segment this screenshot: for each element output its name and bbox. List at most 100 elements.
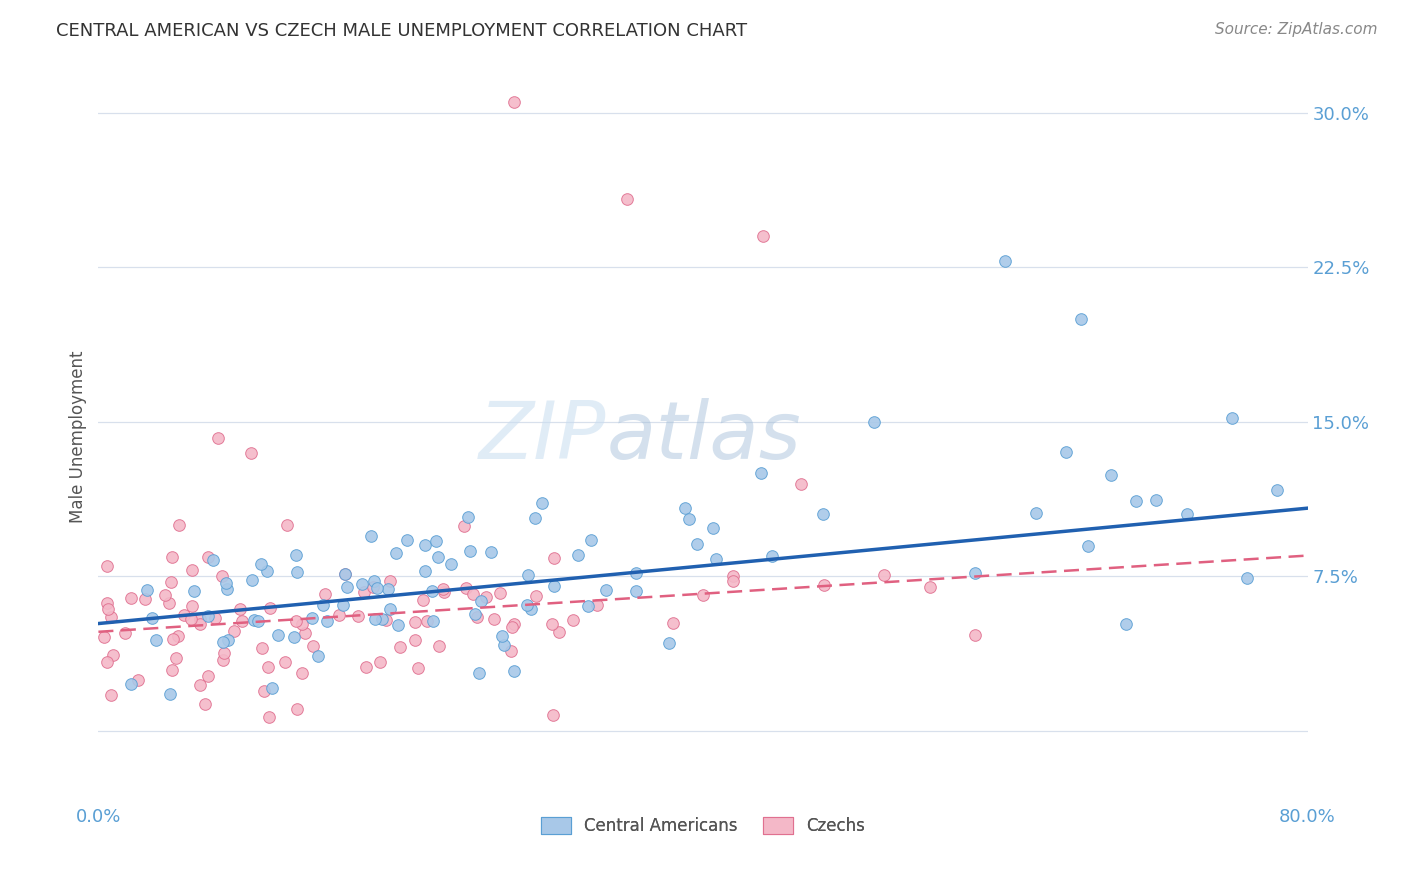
Point [415,538,437,552]
Point [353,584,375,599]
Point [166,629,188,643]
Point [96,596,118,610]
Point [120,591,142,606]
Point [283,630,305,644]
Point [160,664,183,678]
Point [120,677,142,691]
Point [704,552,727,566]
Point [658,636,681,650]
Legend: Central Americans, Czechs: Central Americans, Czechs [534,811,872,842]
Point [249,557,271,571]
Point [702,521,724,535]
Point [229,601,252,615]
Point [377,582,399,597]
Point [224,624,246,638]
Point [284,548,307,562]
Point [404,615,426,629]
Point [1070,311,1092,326]
Point [93,631,115,645]
Point [387,618,409,632]
Point [127,673,149,687]
Point [723,574,745,588]
Point [335,567,357,582]
Point [96,559,118,574]
Point [259,601,281,615]
Point [586,598,609,612]
Point [360,529,382,543]
Point [426,549,449,564]
Text: CENTRAL AMERICAN VS CZECH MALE UNEMPLOYMENT CORRELATION CHART: CENTRAL AMERICAN VS CZECH MALE UNEMPLOYM… [56,22,748,40]
Point [346,608,368,623]
Point [181,599,204,614]
Point [173,608,195,623]
Point [257,709,280,723]
Point [96,601,118,615]
Point [1267,483,1289,498]
Point [256,564,278,578]
Point [494,638,516,652]
Point [502,95,524,110]
Point [488,586,510,600]
Point [276,517,298,532]
Point [291,666,314,681]
Point [595,583,617,598]
Point [524,590,547,604]
Point [350,577,373,591]
Point [361,580,384,594]
Point [159,687,181,701]
Point [789,476,811,491]
Point [294,626,316,640]
Point [543,578,565,592]
Point [863,415,886,429]
Point [501,620,523,634]
Point [491,629,513,643]
Point [425,533,447,548]
Point [194,697,217,711]
Point [307,648,329,663]
Point [457,510,479,524]
Point [406,661,429,675]
Point [368,656,391,670]
Point [384,546,406,560]
Point [813,577,835,591]
Point [749,466,772,480]
Point [422,614,444,628]
Point [231,614,253,628]
Point [134,592,156,607]
Point [336,580,359,594]
Point [404,633,426,648]
Y-axis label: Male Unemployment: Male Unemployment [69,351,87,524]
Point [366,582,388,596]
Point [240,573,263,587]
Point [540,616,562,631]
Point [217,633,239,648]
Point [1220,411,1243,425]
Point [101,648,124,662]
Point [197,609,219,624]
Point [501,644,523,658]
Point [211,568,233,582]
Point [873,568,896,582]
Point [547,625,569,640]
Point [266,628,288,642]
Point [188,678,211,692]
Point [162,550,184,565]
Point [965,627,987,641]
Point [1115,616,1137,631]
Point [96,655,118,669]
Point [204,611,226,625]
Point [354,660,377,674]
Point [567,548,589,562]
Point [284,614,307,628]
Point [616,192,638,206]
Point [479,544,502,558]
Point [157,596,180,610]
Point [576,599,599,614]
Point [197,550,219,565]
Point [1175,507,1198,521]
Point [153,588,176,602]
Text: atlas: atlas [606,398,801,476]
Point [136,582,159,597]
Point [291,616,314,631]
Point [624,566,647,580]
